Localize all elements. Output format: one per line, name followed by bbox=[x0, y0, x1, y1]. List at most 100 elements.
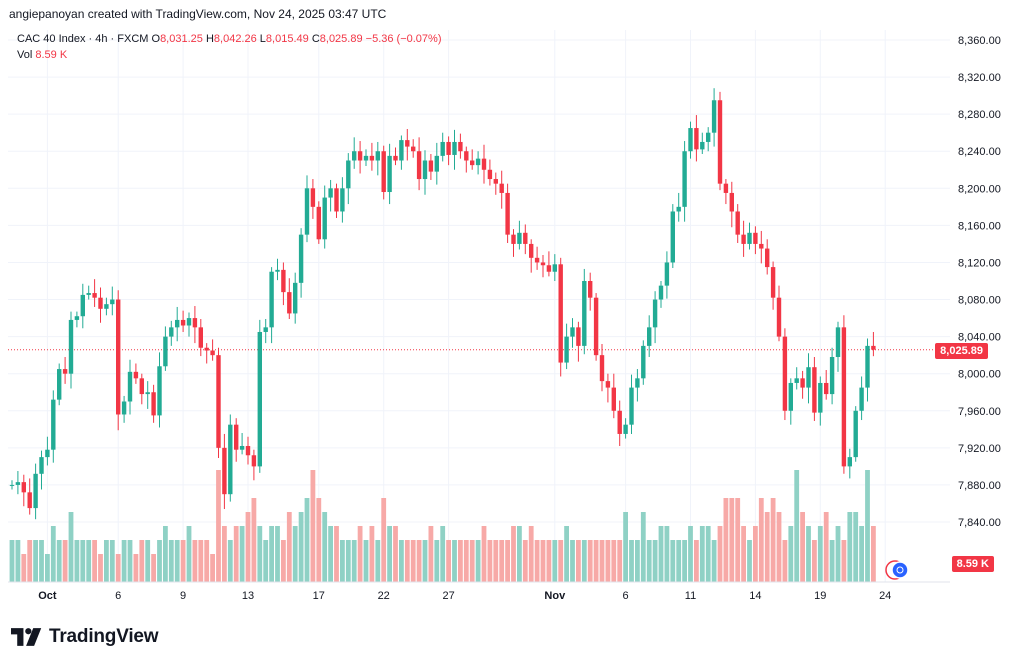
candle-body[interactable] bbox=[499, 183, 504, 193]
candle-body[interactable] bbox=[57, 369, 62, 400]
candle-body[interactable] bbox=[570, 327, 575, 337]
candle-body[interactable] bbox=[340, 188, 345, 212]
candle-body[interactable] bbox=[765, 248, 770, 268]
candle-body[interactable] bbox=[175, 319, 180, 328]
candle-body[interactable] bbox=[741, 234, 746, 244]
candle-body[interactable] bbox=[39, 457, 44, 474]
candle-body[interactable] bbox=[80, 294, 85, 317]
candle-body[interactable] bbox=[694, 128, 699, 150]
candle-body[interactable] bbox=[647, 327, 652, 346]
candle-body[interactable] bbox=[523, 232, 528, 244]
candle-body[interactable] bbox=[700, 141, 705, 150]
candle-body[interactable] bbox=[15, 482, 21, 485]
candle-body[interactable] bbox=[776, 297, 782, 337]
candle-body[interactable] bbox=[800, 378, 805, 388]
candle-body[interactable] bbox=[257, 331, 262, 467]
candle-body[interactable] bbox=[759, 243, 764, 249]
candle-body[interactable] bbox=[198, 327, 203, 348]
candle-body[interactable] bbox=[399, 140, 404, 161]
candle-body[interactable] bbox=[68, 319, 74, 374]
candle-body[interactable] bbox=[293, 282, 298, 314]
candle-body[interactable] bbox=[263, 327, 268, 332]
candle-body[interactable] bbox=[269, 271, 274, 328]
candle-body[interactable] bbox=[363, 155, 369, 161]
candle-body[interactable] bbox=[688, 128, 693, 152]
candle-body[interactable] bbox=[369, 155, 375, 161]
candle-body[interactable] bbox=[641, 345, 646, 379]
candle-body[interactable] bbox=[729, 192, 734, 212]
candle-body[interactable] bbox=[481, 158, 487, 170]
candle-body[interactable] bbox=[110, 299, 115, 305]
candle-body[interactable] bbox=[493, 179, 498, 184]
candle-body[interactable] bbox=[841, 327, 847, 467]
candle-body[interactable] bbox=[652, 299, 658, 328]
candle-body[interactable] bbox=[234, 424, 239, 450]
candle-body[interactable] bbox=[216, 355, 221, 448]
candle-body[interactable] bbox=[475, 158, 481, 166]
candle-body[interactable] bbox=[322, 197, 327, 240]
candle-body[interactable] bbox=[599, 355, 605, 382]
candle-body[interactable] bbox=[422, 160, 428, 180]
candle-body[interactable] bbox=[411, 146, 416, 152]
candle-body[interactable] bbox=[92, 293, 97, 298]
candle-body[interactable] bbox=[605, 381, 611, 388]
candle-body[interactable] bbox=[127, 371, 133, 402]
candle-body[interactable] bbox=[635, 378, 640, 388]
candle-body[interactable] bbox=[717, 100, 723, 184]
candle-body[interactable] bbox=[623, 424, 628, 434]
candle-body[interactable] bbox=[334, 188, 339, 212]
candle-body[interactable] bbox=[682, 151, 687, 207]
candle-body[interactable] bbox=[552, 264, 557, 272]
candle-body[interactable] bbox=[458, 141, 463, 152]
candle-body[interactable] bbox=[304, 188, 310, 235]
candle-body[interactable] bbox=[27, 492, 32, 509]
volume-label[interactable]: Vol bbox=[17, 49, 33, 61]
candle-body[interactable] bbox=[104, 304, 109, 309]
candle-body[interactable] bbox=[452, 141, 457, 155]
candle-body[interactable] bbox=[428, 160, 434, 172]
candle-body[interactable] bbox=[664, 262, 670, 286]
candle-body[interactable] bbox=[151, 392, 156, 416]
candle-body[interactable] bbox=[629, 387, 634, 425]
candle-body[interactable] bbox=[747, 232, 752, 244]
candle-body[interactable] bbox=[121, 401, 127, 415]
candle-body[interactable] bbox=[228, 424, 233, 495]
candle-body[interactable] bbox=[546, 265, 552, 272]
candle-body[interactable] bbox=[62, 369, 68, 374]
candle-body[interactable] bbox=[859, 387, 864, 411]
candle-body[interactable] bbox=[487, 169, 493, 180]
candle-body[interactable] bbox=[116, 299, 121, 415]
candle-body[interactable] bbox=[611, 387, 616, 411]
candle-body[interactable] bbox=[180, 319, 186, 326]
candle-body[interactable] bbox=[711, 100, 717, 133]
candle-body[interactable] bbox=[788, 382, 793, 411]
candle-body[interactable] bbox=[812, 367, 817, 413]
candle-body[interactable] bbox=[835, 327, 841, 358]
candle-body[interactable] bbox=[824, 382, 829, 395]
symbol-label[interactable]: CAC 40 Index · 4h · FXCM bbox=[17, 33, 149, 45]
candle-body[interactable] bbox=[21, 482, 26, 493]
candle-body[interactable] bbox=[204, 347, 209, 351]
candle-body[interactable] bbox=[434, 155, 439, 172]
candle-body[interactable] bbox=[145, 392, 150, 395]
candle-body[interactable] bbox=[670, 211, 675, 263]
candle-body[interactable] bbox=[464, 151, 469, 161]
candle-body[interactable] bbox=[74, 316, 80, 320]
candle-body[interactable] bbox=[517, 232, 522, 244]
candle-body[interactable] bbox=[564, 336, 569, 363]
candle-body[interactable] bbox=[328, 188, 333, 198]
candle-body[interactable] bbox=[245, 445, 251, 456]
candle-body[interactable] bbox=[534, 257, 540, 263]
candle-body[interactable] bbox=[139, 378, 144, 395]
candle-body[interactable] bbox=[416, 151, 422, 180]
candle-body[interactable] bbox=[865, 345, 870, 388]
candle-body[interactable] bbox=[658, 285, 664, 300]
candle-body[interactable] bbox=[540, 262, 546, 266]
candle-body[interactable] bbox=[51, 399, 56, 450]
candle-body[interactable] bbox=[529, 243, 534, 258]
candle-body[interactable] bbox=[829, 357, 835, 395]
compare-icon[interactable] bbox=[885, 560, 909, 580]
candle-body[interactable] bbox=[275, 269, 280, 272]
candle-body[interactable] bbox=[186, 318, 192, 326]
